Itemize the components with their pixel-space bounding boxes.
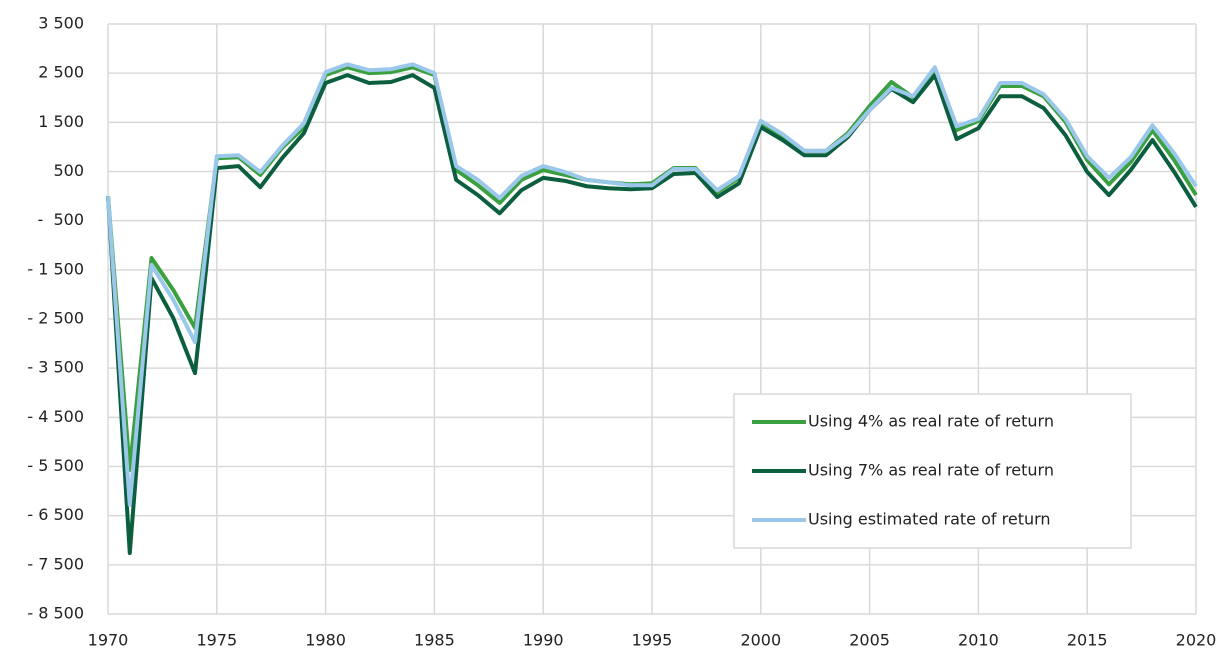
y-tick-label: 3 500 bbox=[38, 14, 84, 33]
x-tick-label: 1980 bbox=[305, 631, 346, 650]
x-tick-label: 2020 bbox=[1176, 631, 1217, 650]
x-tick-label: 1975 bbox=[196, 631, 237, 650]
y-tick-label: - 2 500 bbox=[27, 309, 84, 328]
x-tick-label: 2000 bbox=[740, 631, 781, 650]
series-line bbox=[106, 73, 1198, 556]
y-tick-label: - 3 500 bbox=[27, 358, 84, 377]
y-tick-label: 500 bbox=[53, 161, 84, 180]
x-tick-label: 2005 bbox=[849, 631, 890, 650]
series-line bbox=[106, 62, 1198, 507]
legend: Using 4% as real rate of return Using 7% … bbox=[733, 393, 1132, 549]
y-tick-label: - 7 500 bbox=[27, 554, 84, 573]
y-tick-label: - 4 500 bbox=[27, 407, 84, 426]
legend-label: Using 7% as real rate of return bbox=[808, 461, 1054, 480]
legend-label: Using 4% as real rate of return bbox=[808, 412, 1054, 431]
y-tick-label: 1 500 bbox=[38, 112, 84, 131]
x-tick-label: 1970 bbox=[88, 631, 129, 650]
y-tick-label: - 5 500 bbox=[27, 456, 84, 475]
y-tick-label: - 1 500 bbox=[27, 259, 84, 278]
y-tick-label: - 500 bbox=[38, 210, 84, 229]
x-tick-label: 1995 bbox=[632, 631, 673, 650]
y-tick-label: 2 500 bbox=[38, 63, 84, 82]
x-tick-label: 1990 bbox=[523, 631, 564, 650]
y-tick-label: - 6 500 bbox=[27, 505, 84, 524]
x-tick-label: 1985 bbox=[414, 631, 455, 650]
x-tick-label: 2015 bbox=[1067, 631, 1108, 650]
x-tick-label: 2010 bbox=[958, 631, 999, 650]
y-tick-label: - 8 500 bbox=[27, 604, 84, 623]
legend-label: Using estimated rate of return bbox=[808, 510, 1051, 529]
